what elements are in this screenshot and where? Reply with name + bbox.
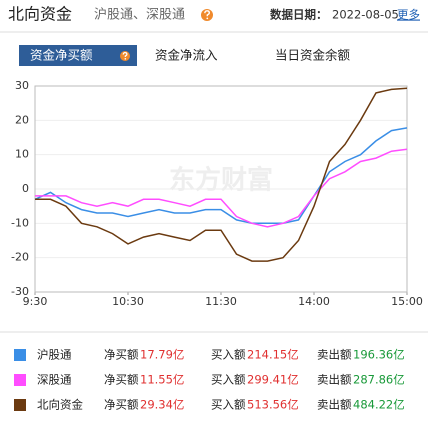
- net-value: 29.34亿: [140, 398, 184, 412]
- buy-value: 214.15亿: [247, 348, 299, 362]
- legend-swatch: [14, 349, 26, 361]
- subtitle: 沪股通、深股通: [94, 7, 185, 23]
- x-tick-label: 11:30: [205, 295, 237, 308]
- buy-label: 买入额: [211, 373, 246, 387]
- sell-value: 287.86亿: [353, 373, 405, 387]
- y-tick-label: -30: [11, 285, 29, 298]
- legend-name: 深股通: [37, 373, 72, 387]
- buy-value: 299.41亿: [247, 373, 299, 387]
- x-tick-label: 10:30: [112, 295, 144, 308]
- net-value: 11.55亿: [140, 373, 184, 387]
- series-line: [35, 148, 408, 228]
- series-line: [34, 127, 408, 225]
- date: 2022-08-05: [332, 8, 399, 22]
- active-tab[interactable]: [19, 45, 137, 66]
- y-tick-label: 30: [15, 79, 29, 92]
- legend-swatch: [14, 399, 26, 411]
- buy-label: 买入额: [211, 348, 246, 362]
- x-tick-label: 15:00: [391, 295, 423, 308]
- sell-value: 196.36亿: [353, 348, 405, 362]
- tab[interactable]: 资金净买额: [30, 48, 93, 63]
- legend-swatch: [14, 374, 26, 386]
- sell-label: 卖出额: [317, 398, 352, 412]
- legend-name: 北向资金: [37, 398, 83, 412]
- plot-frame: [34, 85, 408, 293]
- y-tick-label: 0: [22, 182, 29, 195]
- tab[interactable]: 资金净流入: [155, 48, 218, 63]
- help-icon[interactable]: [201, 9, 213, 21]
- sell-label: 卖出额: [317, 348, 352, 362]
- legend-name: 沪股通: [37, 348, 72, 362]
- net-label: 净买额: [104, 348, 139, 362]
- x-tick-label: 14:00: [298, 295, 330, 308]
- sell-label: 卖出额: [317, 373, 352, 387]
- watermark: 东方财富: [169, 165, 273, 196]
- y-tick-label: -20: [11, 251, 29, 264]
- tab[interactable]: 当日资金余额: [275, 48, 351, 63]
- title: 北向资金: [8, 5, 72, 24]
- net-value: 17.79亿: [140, 348, 184, 362]
- buy-value: 513.56亿: [247, 398, 299, 412]
- help-icon[interactable]: [120, 51, 130, 61]
- x-tick-label: 9:30: [23, 295, 48, 308]
- y-tick-label: 10: [15, 148, 29, 161]
- net-label: 净买额: [104, 373, 139, 387]
- y-tick-label: 20: [15, 113, 29, 126]
- more-link[interactable]: 更多: [397, 8, 420, 22]
- date-label: 数据日期：: [270, 8, 328, 22]
- buy-label: 买入额: [211, 398, 246, 412]
- sell-value: 484.22亿: [353, 398, 405, 412]
- series-line: [35, 87, 408, 262]
- y-tick-label: -10: [11, 216, 29, 229]
- net-label: 净买额: [104, 398, 139, 412]
